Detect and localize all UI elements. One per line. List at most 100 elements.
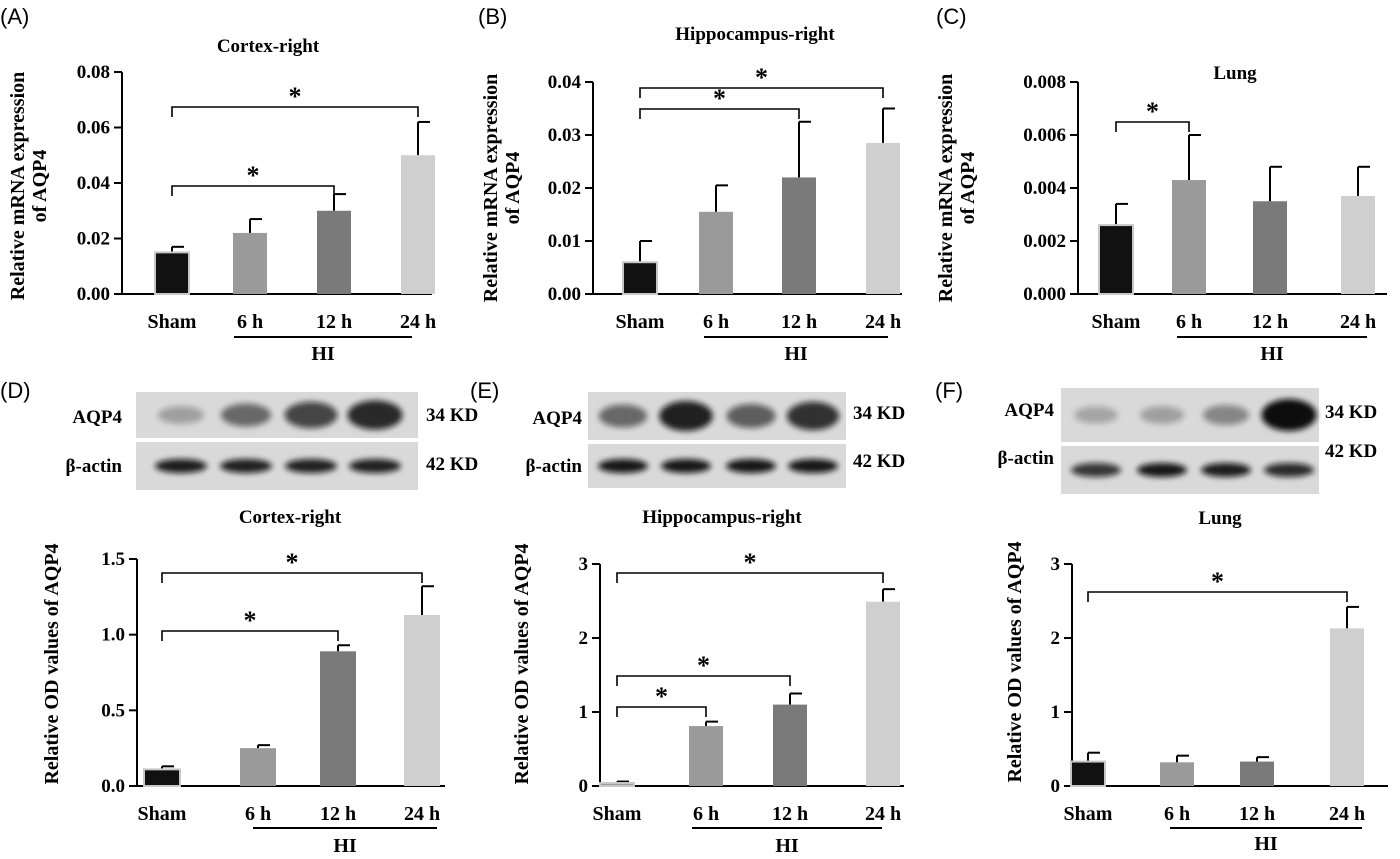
- blot-band-top: [659, 401, 713, 431]
- bar-24-h: [866, 601, 900, 786]
- blot-band-bottom: [155, 459, 207, 473]
- category-label: 24 h: [400, 311, 436, 333]
- chart-e-plot: 0 1 2 3 Sham 6 h 12 h 24 h HI * * *: [579, 548, 904, 857]
- bar-sham: [1070, 760, 1106, 788]
- significance-bracket: [1087, 591, 1348, 602]
- bar-sham: [143, 768, 181, 787]
- chart-e-title: Hippocampus-right: [642, 507, 802, 528]
- category-label: 12 h: [1252, 311, 1288, 333]
- significance-bracket: [161, 630, 339, 641]
- group-label: HI: [1260, 343, 1284, 365]
- blot-band-bottom: [1264, 463, 1314, 477]
- chart-b: (B) Hippocampus-right Relative mRNA expr…: [478, 4, 902, 365]
- y-tick-label: 1: [579, 702, 589, 723]
- y-tick-label: 0.000: [1023, 284, 1066, 305]
- blot-band-bottom: [1071, 463, 1121, 477]
- blot-band-bottom: [598, 459, 648, 473]
- bar-12-h: [773, 704, 807, 786]
- category-label: 12 h: [781, 311, 817, 333]
- blot-band-bottom: [1137, 463, 1187, 477]
- svg-text:of AQP4: of AQP4: [29, 150, 51, 223]
- blot-band-bottom: [788, 459, 838, 473]
- blot-band-top: [1203, 405, 1249, 425]
- category-label: 24 h: [1340, 311, 1376, 333]
- chart-a-plot: 0.00 0.02 0.04 0.06 0.08 Sham 6 h 12 h 24 h HI * *: [77, 62, 436, 365]
- y-tick-label: 0.002: [1023, 231, 1066, 252]
- blot-band-top: [158, 406, 204, 424]
- bar-12-h: [1240, 761, 1274, 786]
- blot-band-top: [1261, 399, 1317, 431]
- blot-protein-label: AQP4: [1004, 400, 1054, 421]
- y-tick-label: 2: [579, 628, 589, 649]
- category-label: Sham: [138, 803, 187, 825]
- chart-b-ylabel: Relative mRNA expression of AQP4: [480, 74, 524, 303]
- category-label: Sham: [593, 803, 642, 825]
- y-tick-label: 0.0: [101, 776, 125, 797]
- group-label: HI: [784, 343, 808, 365]
- blot-control-label: β-actin: [66, 456, 123, 477]
- y-tick-label: 0.01: [548, 231, 581, 252]
- category-label: 6 h: [703, 311, 729, 333]
- y-tick-label: 1.5: [101, 549, 125, 570]
- bar-6-h: [240, 748, 276, 786]
- category-label: Sham: [1064, 803, 1113, 825]
- bar-6-h: [1160, 762, 1194, 786]
- bar-24-h: [866, 142, 900, 294]
- category-label: 12 h: [772, 803, 808, 825]
- y-tick-label: 3: [1051, 554, 1061, 575]
- y-tick-label: 0.02: [548, 178, 581, 199]
- y-tick-label: 0.04: [548, 72, 582, 93]
- significance-bracket: [171, 106, 419, 117]
- bar-24-h: [1341, 195, 1375, 294]
- category-label: Sham: [148, 311, 197, 333]
- bar-24-h: [1330, 628, 1364, 786]
- bar-sham: [1098, 224, 1134, 296]
- panel-label-a: (A): [0, 4, 29, 29]
- significance-bracket: [616, 572, 884, 583]
- blot-band-bottom: [285, 459, 337, 473]
- significance-bracket: [616, 675, 791, 686]
- y-tick-label: 0.04: [77, 173, 111, 194]
- bar-6-h: [233, 232, 267, 294]
- significance-star: *: [244, 606, 257, 635]
- chart-e-ylabel: Relative OD values of AQP4: [511, 543, 533, 784]
- category-label: 24 h: [865, 311, 901, 333]
- blot-band-top: [347, 400, 403, 430]
- bar-24-h: [401, 155, 435, 294]
- significance-bracket: [639, 87, 884, 98]
- significance-star: *: [289, 82, 302, 111]
- blot-kd-top: 34 KD: [426, 405, 478, 426]
- bar-12-h: [320, 651, 356, 786]
- significance-star: *: [755, 63, 768, 92]
- category-label: 6 h: [1164, 803, 1190, 825]
- chart-a-title: Cortex-right: [217, 36, 320, 57]
- chart-d: Cortex-right Relative OD values of AQP4 …: [41, 507, 445, 857]
- y-tick-label: 1.0: [101, 625, 125, 646]
- panel-label-d: (D): [0, 378, 31, 403]
- y-tick-label: 0.00: [548, 284, 581, 305]
- y-tick-label: 2: [1051, 628, 1061, 649]
- blot-kd-bottom: 42 KD: [1325, 441, 1377, 462]
- y-tick-label: 0.5: [101, 700, 125, 721]
- blot-band-bottom: [726, 459, 776, 473]
- blot-band-top: [220, 403, 272, 427]
- chart-f-title: Lung: [1198, 508, 1242, 529]
- bar-sham: [154, 251, 190, 295]
- panel-label-b: (B): [478, 4, 507, 29]
- chart-a: (A) Cortex-right Relative mRNA expressio…: [0, 4, 436, 365]
- significance-star: *: [655, 682, 668, 711]
- blot-protein-label: AQP4: [532, 408, 582, 429]
- significance-bracket: [639, 108, 800, 119]
- bar-24-h: [404, 614, 440, 786]
- significance-bracket: [1115, 121, 1190, 132]
- y-tick-label: 3: [579, 554, 589, 575]
- western-blot-f: AQP4 β-actin 34 KD 42 KD: [998, 388, 1377, 494]
- blot-protein-label: AQP4: [72, 407, 122, 428]
- y-tick-label: 0.02: [77, 229, 110, 250]
- blot-band-bottom: [220, 459, 272, 473]
- bar-sham: [622, 261, 658, 296]
- group-label: HI: [311, 343, 335, 365]
- chart-f-ylabel: Relative OD values of AQP4: [1004, 541, 1026, 782]
- bar-12-h: [317, 210, 351, 294]
